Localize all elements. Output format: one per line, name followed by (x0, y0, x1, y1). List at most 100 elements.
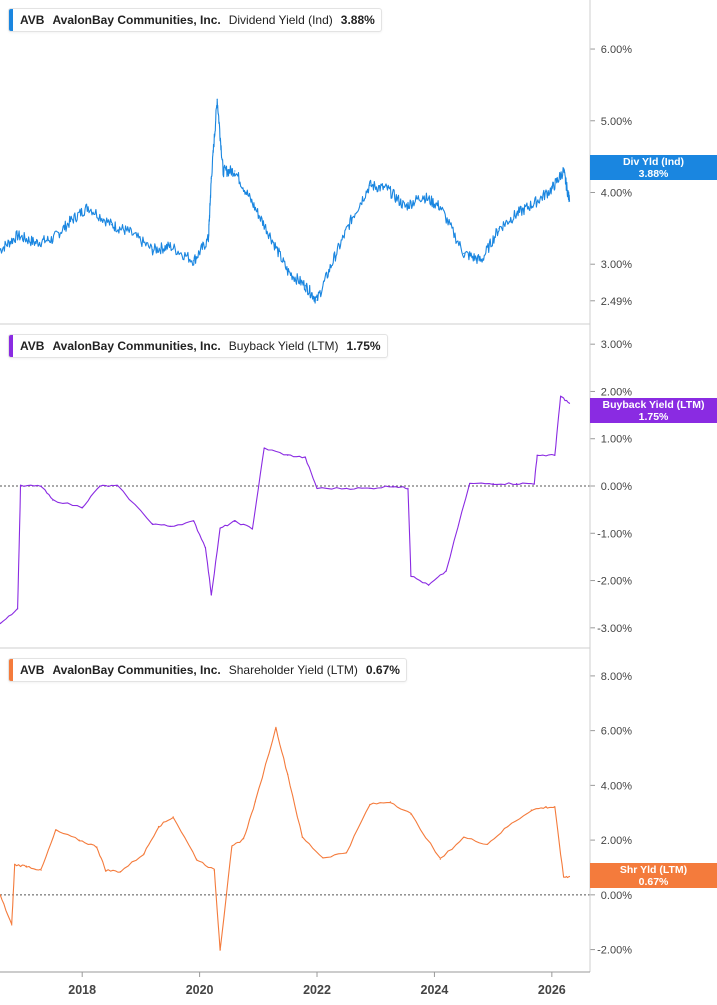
x-tick-label: 2026 (538, 983, 566, 997)
data-point (316, 299, 318, 301)
y-tick-label: -2.00% (597, 576, 632, 588)
series-line (0, 726, 570, 951)
data-point (110, 224, 113, 226)
data-point (105, 869, 107, 871)
legend-value: 1.75% (346, 339, 381, 353)
legend-ticker: AVB (20, 663, 45, 677)
legend-color-swatch (9, 659, 13, 681)
data-point (169, 245, 171, 247)
badge-label: Div Yld (Ind) (622, 155, 685, 168)
data-point (389, 801, 391, 803)
y-tick-label: 2.49% (601, 296, 632, 308)
data-point (486, 843, 488, 845)
badge-shareholder-yield: Shr Yld (LTM) 0.67% (590, 863, 717, 888)
data-point (404, 206, 406, 208)
data-point (219, 948, 221, 951)
data-point (369, 803, 371, 806)
data-point (369, 184, 371, 186)
legend-company: AvalonBay Communities, Inc. (52, 339, 221, 353)
x-tick-label: 2018 (68, 983, 96, 997)
y-tick-label: 1.00% (601, 434, 632, 446)
data-point (234, 520, 236, 523)
data-point (231, 846, 233, 848)
data-point (0, 622, 1, 624)
y-tick-label: 3.00% (601, 259, 632, 271)
data-point (87, 206, 89, 208)
data-point (533, 202, 535, 204)
y-tick-label: -1.00% (597, 528, 632, 540)
data-point (439, 858, 441, 860)
data-point (562, 876, 565, 878)
data-point (507, 825, 509, 828)
data-point (25, 865, 28, 867)
data-point (152, 523, 154, 525)
data-point (463, 252, 465, 255)
legend-company: AvalonBay Communities, Inc. (52, 13, 221, 27)
data-point (17, 234, 19, 237)
data-point (334, 256, 336, 258)
data-point (545, 806, 547, 808)
data-point (40, 869, 42, 871)
data-point (498, 227, 500, 229)
data-point (407, 487, 409, 489)
data-point (269, 234, 271, 237)
y-tick-label: 3.00% (601, 339, 632, 351)
data-point (568, 200, 571, 202)
data-point (304, 457, 306, 459)
badge-value: 1.75% (638, 410, 669, 423)
data-point (322, 857, 324, 859)
data-point (287, 270, 289, 272)
data-point (351, 216, 353, 219)
data-point (81, 506, 83, 508)
y-tick-label: 0.00% (601, 890, 632, 902)
legend-value: 3.88% (340, 13, 375, 27)
legend-metric: Buyback Yield (LTM) (228, 339, 339, 353)
data-point (234, 170, 236, 172)
data-point (14, 864, 16, 866)
data-point (551, 188, 553, 190)
badge-value: 0.67% (638, 875, 669, 888)
data-point (116, 485, 119, 487)
data-point (301, 836, 303, 838)
legend-metric: Dividend Yield (Ind) (228, 13, 333, 27)
data-point (316, 487, 318, 489)
data-point (345, 487, 347, 489)
data-point (463, 836, 465, 838)
data-point (193, 520, 195, 523)
data-point (11, 924, 13, 926)
data-point (263, 447, 265, 449)
badge-label: Buyback Yield (LTM) (602, 398, 705, 411)
data-point (96, 846, 98, 848)
data-point (254, 801, 256, 803)
data-point (287, 454, 289, 456)
data-point (530, 809, 532, 811)
data-point (439, 206, 441, 208)
data-point (207, 238, 210, 240)
legend-dividend-yield: AVB AvalonBay Communities, Inc. Dividend… (8, 8, 382, 32)
data-point (480, 260, 482, 262)
badge-value: 3.88% (638, 167, 669, 180)
data-point (196, 858, 198, 860)
data-point (410, 575, 412, 577)
badge-dividend-yield: Div Yld (Ind) 3.88% (590, 155, 717, 180)
y-tick-label: 6.00% (601, 44, 632, 56)
y-tick-label: 8.00% (601, 671, 632, 683)
data-point (469, 483, 471, 485)
data-point (445, 570, 447, 572)
data-point (222, 170, 224, 172)
y-tick-label: 5.00% (601, 116, 632, 128)
data-point (0, 894, 1, 896)
data-point (533, 483, 535, 485)
y-tick-label: 2.00% (601, 835, 632, 847)
y-tick-label: 6.00% (601, 726, 632, 738)
legend-ticker: AVB (20, 339, 45, 353)
data-point (40, 485, 42, 487)
data-point (560, 395, 562, 397)
x-tick-label: 2024 (421, 983, 449, 997)
y-tick-label: 4.00% (601, 780, 632, 792)
data-point (516, 213, 518, 215)
badge-buyback-yield: Buyback Yield (LTM) 1.75% (590, 398, 717, 423)
data-point (554, 454, 556, 456)
data-point (69, 220, 72, 222)
